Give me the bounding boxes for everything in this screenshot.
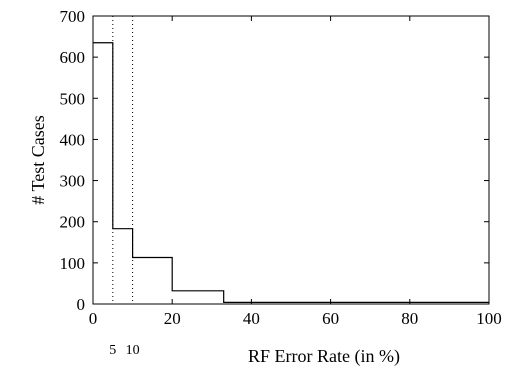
x-tick-label: 100 [476,309,502,328]
y-tick-label: 500 [60,89,86,108]
y-tick-label: 600 [60,48,86,67]
reference-label: 5 [109,343,116,358]
y-tick-label: 0 [77,295,86,314]
reference-label: 10 [126,343,140,358]
plot-frame [92,15,490,305]
y-tick-label: 300 [60,172,86,191]
x-axis-label: RF Error Rate (in %) [248,346,400,367]
ticks: 0 20 40 60 80 100 0 100 200 300 400 500 600 700 [60,7,502,328]
series-step-line [93,42,489,303]
x-tick-label: 20 [164,309,181,328]
reference-lines: 5 10 [109,16,140,358]
y-tick-label: 100 [60,254,86,273]
x-tick-label: 60 [322,309,339,328]
y-tick-label: 200 [60,213,86,232]
x-tick-label: 40 [243,309,260,328]
y-tick-label: 400 [60,130,86,149]
y-axis-label: # Test Cases [28,115,48,204]
y-tick-label: 700 [60,7,86,26]
x-tick-label: 0 [89,309,98,328]
series-layer [93,42,489,303]
x-tick-label: 80 [401,309,418,328]
